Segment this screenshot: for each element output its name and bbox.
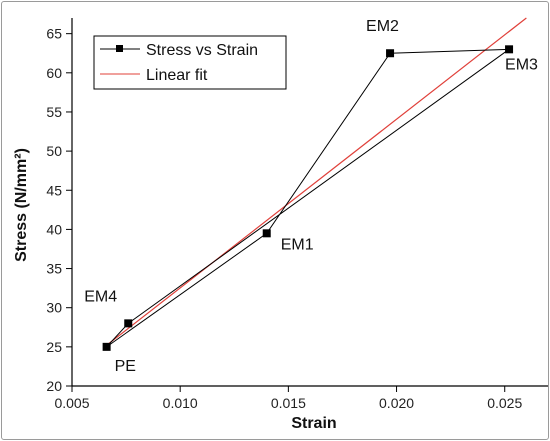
x-axis-title: Strain bbox=[291, 415, 336, 432]
plot-area: 0.005 0.010 0.015 0.020 0.025 20 25 30 35 40 45 50 5… bbox=[46, 17, 548, 411]
data-point-label: EM4 bbox=[84, 288, 117, 305]
y-tick-label: 45 bbox=[46, 182, 62, 198]
data-point-marker bbox=[124, 319, 133, 328]
data-point-marker bbox=[386, 49, 395, 58]
x-tick-label: 0.015 bbox=[271, 395, 306, 411]
data-point-label: PE bbox=[115, 358, 136, 375]
y-tick-label: 25 bbox=[46, 339, 62, 355]
y-tick-label: 40 bbox=[46, 221, 62, 237]
legend-marker-stress bbox=[116, 45, 123, 52]
data-point-label: EM3 bbox=[505, 56, 538, 73]
y-tick-label: 55 bbox=[46, 104, 62, 120]
y-axis-title: Stress (N/mm²) bbox=[13, 148, 30, 262]
data-point-label: EM1 bbox=[281, 236, 314, 253]
linear-fit-line bbox=[106, 17, 527, 346]
y-tick-label: 65 bbox=[46, 26, 62, 42]
data-point-marker bbox=[262, 229, 271, 238]
x-tick-label: 0.005 bbox=[54, 395, 89, 411]
y-tick-label: 50 bbox=[46, 143, 62, 159]
legend-label-fit: Linear fit bbox=[146, 67, 208, 84]
x-tick-label: 0.025 bbox=[487, 395, 522, 411]
data-point-marker bbox=[102, 342, 111, 351]
legend-box bbox=[93, 35, 287, 90]
data-point-marker bbox=[505, 45, 514, 54]
data-point-label: EM2 bbox=[366, 18, 399, 35]
y-tick-label: 20 bbox=[46, 378, 62, 394]
legend-label-stress: Stress vs Strain bbox=[146, 42, 258, 59]
y-tick-label: 35 bbox=[46, 261, 62, 277]
x-tick-label: 0.020 bbox=[379, 395, 414, 411]
legend: Stress vs Strain Linear fit bbox=[93, 35, 287, 90]
y-tick-label: 60 bbox=[46, 65, 62, 81]
stress-strain-line bbox=[106, 48, 511, 348]
y-tick-label: 30 bbox=[46, 300, 62, 316]
x-tick-label: 0.010 bbox=[163, 395, 198, 411]
